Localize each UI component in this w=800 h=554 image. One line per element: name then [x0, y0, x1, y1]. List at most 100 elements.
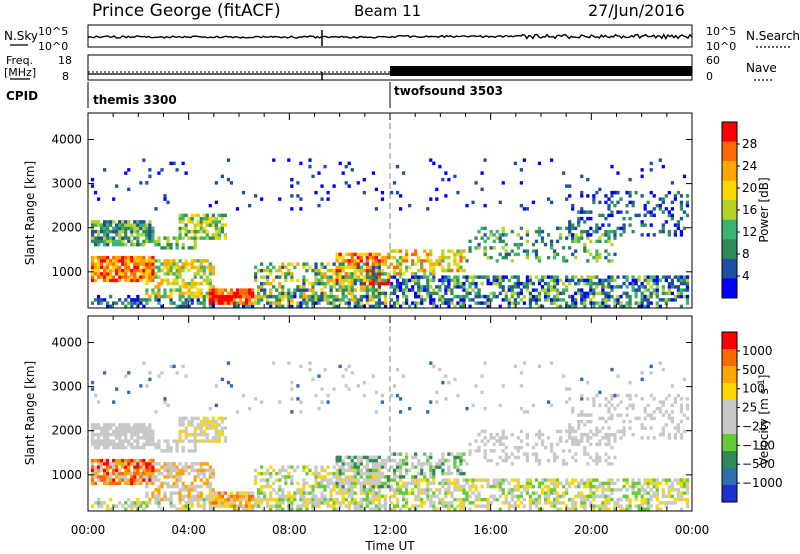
power-cell [685, 213, 690, 218]
velocity-cell [181, 484, 185, 489]
velocity-cell [169, 504, 173, 508]
velocity-cell [347, 455, 351, 460]
velocity-cell [296, 504, 300, 508]
power-cell [118, 242, 122, 247]
power-cell [320, 294, 324, 299]
power-cell [142, 268, 146, 273]
power-cell [631, 281, 635, 286]
velocity-cell [332, 497, 336, 502]
velocity-cell [130, 501, 134, 505]
velocity-cell [96, 442, 101, 447]
power-cell [302, 275, 306, 279]
power-cell [607, 236, 611, 240]
velocity-cell [232, 501, 237, 505]
velocity-cell [577, 423, 581, 427]
power-cell [670, 278, 674, 283]
power-cell [423, 259, 427, 263]
power-cell [380, 291, 385, 296]
velocity-cell [178, 468, 182, 473]
y-tick-label: 3000 [51, 380, 82, 394]
power-cell [386, 255, 391, 260]
power-cell [559, 236, 563, 240]
power-cell [459, 298, 463, 302]
velocity-cell [112, 423, 116, 427]
power-cell [151, 226, 155, 231]
power-cell [314, 278, 318, 283]
power-cell [308, 158, 312, 162]
velocity-cell [332, 504, 336, 508]
power-cell [664, 207, 668, 211]
velocity-cell [118, 436, 122, 440]
velocity-cell [181, 468, 185, 473]
power-cell [244, 291, 249, 296]
power-cell [305, 278, 309, 283]
velocity-cell [124, 432, 128, 437]
velocity-cell [214, 384, 218, 388]
power-cell [202, 259, 206, 263]
velocity-cell [676, 393, 681, 398]
power-cell [96, 229, 101, 234]
power-cell [199, 262, 203, 266]
velocity-cell [148, 439, 152, 443]
power-cell [414, 304, 418, 309]
velocity-cell [130, 445, 134, 450]
velocity-cell [133, 468, 137, 473]
power-cell [664, 275, 668, 279]
velocity-cell [571, 410, 575, 414]
power-cell [90, 220, 95, 224]
velocity-cell [112, 432, 116, 437]
velocity-cell [562, 374, 566, 378]
velocity-cell [187, 439, 191, 443]
power-cell [589, 239, 593, 244]
power-cell [389, 291, 394, 296]
power-cell [417, 278, 421, 283]
power-cell [178, 216, 182, 221]
power-cell [196, 265, 200, 270]
velocity-cell [420, 501, 424, 505]
power-cell [438, 278, 442, 283]
power-cell [320, 278, 324, 283]
power-cell [453, 255, 457, 260]
power-cell [199, 223, 203, 227]
power-cell [193, 239, 197, 244]
power-cell [178, 236, 182, 240]
power-cell [556, 239, 560, 244]
power-cell [401, 259, 406, 263]
velocity-cell [115, 481, 119, 486]
velocity-cell [607, 410, 611, 414]
power-cell [145, 288, 149, 292]
velocity-cell [338, 478, 342, 482]
velocity-cell [543, 494, 548, 499]
velocity-cell [305, 471, 309, 476]
power-cell [118, 226, 122, 231]
velocity-cell [247, 507, 252, 512]
power-cell [148, 255, 152, 260]
velocity-cell [269, 471, 273, 476]
velocity-cell [193, 442, 197, 447]
power-cell [124, 304, 128, 309]
power-cell [667, 210, 671, 214]
velocity-cell [96, 458, 101, 463]
power-cell [682, 278, 687, 283]
velocity-cell [109, 465, 113, 469]
power-cell [142, 275, 146, 279]
power-cell [444, 278, 448, 283]
power-cell [217, 229, 221, 234]
velocity-cell [477, 478, 481, 482]
velocity-cell [423, 475, 427, 479]
velocity-cell [338, 458, 342, 463]
velocity-cell [178, 432, 182, 437]
power-cell [145, 239, 149, 244]
velocity-cell [93, 458, 98, 463]
power-cell [395, 249, 400, 253]
velocity-cell [504, 455, 508, 460]
power-cell [154, 298, 158, 302]
power-cell [525, 278, 530, 283]
velocity-cell [208, 484, 212, 489]
velocity-cell [462, 491, 466, 495]
nave-tick-top: 60 [706, 54, 720, 67]
power-cell [513, 304, 517, 309]
velocity-cell [362, 507, 366, 512]
velocity-cell [610, 397, 614, 401]
